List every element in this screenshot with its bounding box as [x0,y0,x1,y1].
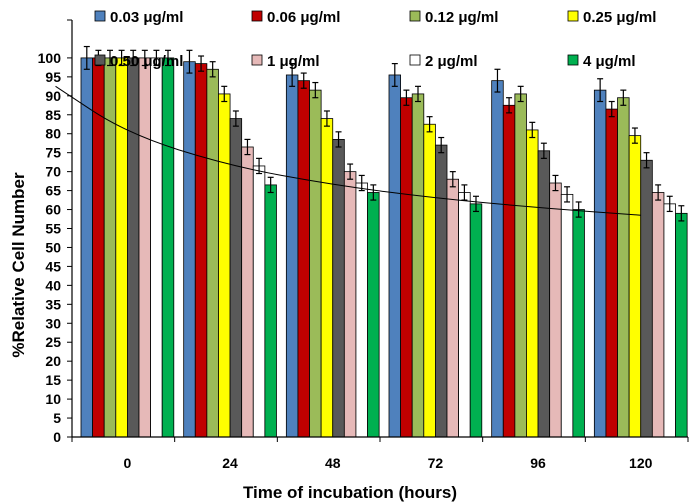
y-tick-label: 10 [45,391,61,407]
bar-2-g-ml-0 [150,57,163,438]
legend-swatch [567,54,579,66]
bar-4-g-ml-0 [161,57,175,438]
bar-0-50-g-ml-96 [537,150,551,438]
bar-2-g-ml-72 [458,192,471,438]
x-tick-label: 24 [222,455,238,471]
legend-swatch [409,54,421,66]
bar-0-12-g-ml-0 [103,57,117,438]
bar-0-25-g-ml-72 [423,123,436,438]
y-tick-label: 85 [45,107,61,123]
y-axis-title: %Relative Cell Number [9,172,28,358]
bar-1-g-ml-72 [446,178,460,438]
x-tick-label: 0 [124,455,132,471]
bar-0-03-g-ml-0 [80,57,94,438]
bar-4-g-ml-96 [572,209,585,438]
bar-4-g-ml-24 [264,184,277,438]
legend-swatch [251,54,263,66]
legend-label: 1 μg/ml [267,53,320,70]
bar-0-03-g-ml-24 [183,61,196,438]
bar-0-06-g-ml-72 [400,97,413,438]
bar-4-g-ml-48 [367,192,380,438]
bar-0-03-g-ml-120 [593,89,607,438]
trendline [55,85,641,216]
legend-label: 0.12 μg/ml [425,9,498,26]
bar-0-06-g-ml-48 [297,80,310,438]
bar-1-g-ml-0 [138,57,152,438]
bar-4-g-ml-72 [469,203,483,438]
bar-0-03-g-ml-96 [491,80,504,438]
bar-1-g-ml-48 [343,171,357,438]
bar-1-g-ml-96 [549,182,562,438]
y-tick-label: 60 [45,202,61,218]
y-tick-label: 80 [45,126,61,142]
bar-0-25-g-ml-96 [526,129,539,438]
legend-label: 0.03 μg/ml [110,9,183,26]
y-tick-label: 15 [45,372,61,388]
legend-label: 0.06 μg/ml [267,9,340,26]
legend-label: 0.50 μg/ml [110,53,183,70]
y-tick-label: 35 [45,296,61,312]
bar-0-12-g-ml-72 [411,93,425,438]
legend-swatch [567,10,579,22]
bar-0-12-g-ml-120 [617,97,630,438]
bar-2-g-ml-48 [355,182,368,438]
y-tick-label: 65 [45,183,61,199]
y-tick-label: 30 [45,315,61,331]
y-tick-label: 0 [53,429,61,445]
y-tick-label: 50 [45,239,61,255]
legend-label: 2 μg/ml [425,53,478,70]
bar-1-g-ml-24 [241,146,254,438]
bar-0-50-g-ml-72 [434,144,448,438]
x-tick-label: 72 [428,455,444,471]
bar-0-12-g-ml-96 [514,93,527,438]
bar-0-12-g-ml-24 [206,68,219,438]
y-tick-label: 40 [45,277,61,293]
bar-0-06-g-ml-24 [194,63,208,438]
bar-0-03-g-ml-48 [285,74,299,438]
y-tick-label: 55 [45,221,61,237]
y-tick-label: 100 [38,50,62,66]
y-tick-label: 20 [45,353,61,369]
bar-0-25-g-ml-48 [320,118,334,438]
legend-swatch [251,10,263,22]
bar-0-50-g-ml-120 [640,159,653,438]
y-tick-label: 90 [45,88,61,104]
bar-0-03-g-ml-72 [388,74,402,438]
bar-0-25-g-ml-24 [218,93,231,438]
bar-0-50-g-ml-0 [127,57,140,438]
x-tick-label: 120 [629,455,653,471]
legend-label: 0.25 μg/ml [583,9,656,26]
bar-0-12-g-ml-48 [309,89,322,438]
y-tick-label: 95 [45,69,61,85]
y-tick-label: 45 [45,258,61,274]
x-tick-label: 96 [530,455,546,471]
bar-2-g-ml-96 [560,193,574,438]
y-tick-label: 25 [45,334,61,350]
legend-swatch [409,10,421,22]
bar-0-25-g-ml-120 [628,135,642,438]
legend-swatch [94,10,106,22]
y-tick-label: 5 [53,410,61,426]
x-axis-title: Time of incubation (hours) [243,483,457,502]
legend-swatch [94,54,106,66]
bar-1-g-ml-120 [651,192,665,438]
bar-0-25-g-ml-0 [115,57,128,438]
legend-label: 4 μg/ml [583,53,636,70]
bar-2-g-ml-120 [663,203,676,438]
y-tick-label: 70 [45,164,61,180]
bar-0-06-g-ml-120 [605,108,618,438]
bar-4-g-ml-120 [675,212,688,438]
bar-0-06-g-ml-96 [502,104,516,438]
x-tick-label: 48 [325,455,341,471]
y-tick-label: 75 [45,145,61,161]
bar-2-g-ml-24 [252,165,266,438]
